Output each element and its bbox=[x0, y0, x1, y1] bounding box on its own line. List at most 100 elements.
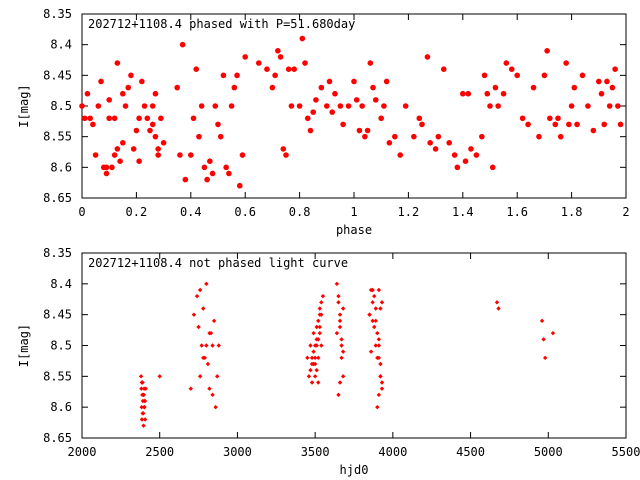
data-point bbox=[201, 164, 208, 171]
data-point bbox=[109, 164, 115, 171]
x-tick-label: 1.4 bbox=[452, 205, 474, 219]
data-point bbox=[114, 60, 121, 66]
data-point bbox=[411, 133, 417, 140]
data-point bbox=[368, 349, 374, 354]
data-point bbox=[317, 330, 323, 336]
data-point bbox=[590, 127, 597, 134]
data-point bbox=[138, 374, 144, 379]
data-point bbox=[299, 35, 306, 42]
data-point bbox=[378, 374, 383, 379]
data-point bbox=[337, 312, 343, 317]
data-point bbox=[302, 60, 308, 66]
y-axis-title: I[mag] bbox=[17, 324, 31, 367]
x-tick-label: 5000 bbox=[534, 445, 563, 459]
data-point bbox=[305, 355, 310, 361]
data-point bbox=[427, 140, 433, 146]
data-point bbox=[468, 146, 474, 152]
data-point bbox=[310, 109, 317, 115]
data-point bbox=[334, 281, 340, 287]
data-point bbox=[296, 103, 303, 109]
y-tick-label: 8.5 bbox=[50, 99, 72, 113]
data-point bbox=[111, 115, 118, 122]
data-point bbox=[334, 330, 340, 336]
data-point bbox=[424, 54, 431, 60]
data-point bbox=[617, 121, 624, 128]
data-point bbox=[215, 121, 221, 128]
data-point bbox=[364, 127, 371, 134]
data-point bbox=[376, 337, 382, 342]
data-point bbox=[316, 318, 321, 324]
data-point bbox=[451, 152, 458, 158]
data-point bbox=[158, 115, 164, 122]
data-point bbox=[340, 374, 346, 379]
data-point bbox=[489, 164, 496, 171]
data-point bbox=[117, 158, 123, 164]
data-point bbox=[210, 343, 215, 348]
data-point bbox=[204, 281, 209, 287]
y-tick-label: 8.4 bbox=[50, 38, 72, 52]
data-point bbox=[370, 287, 375, 293]
data-point bbox=[320, 293, 326, 299]
data-point bbox=[402, 103, 409, 109]
data-point bbox=[416, 115, 423, 122]
data-point bbox=[316, 337, 321, 342]
data-point bbox=[615, 103, 621, 109]
data-point bbox=[177, 152, 183, 158]
data-point bbox=[226, 170, 232, 177]
data-point bbox=[236, 182, 243, 189]
data-point bbox=[197, 287, 203, 293]
data-point bbox=[139, 404, 144, 410]
y-tick-label: 8.55 bbox=[43, 369, 72, 383]
data-point bbox=[198, 103, 205, 109]
data-point bbox=[379, 300, 385, 305]
data-point bbox=[495, 103, 501, 109]
data-point bbox=[125, 84, 132, 91]
x-axis-title: phase bbox=[336, 223, 372, 237]
data-point bbox=[141, 404, 147, 410]
data-point bbox=[353, 97, 360, 103]
data-point bbox=[604, 78, 610, 85]
data-point bbox=[376, 355, 382, 361]
data-point bbox=[204, 343, 209, 348]
data-point bbox=[319, 300, 324, 305]
data-point bbox=[122, 103, 129, 109]
data-point bbox=[275, 48, 281, 54]
data-point bbox=[212, 103, 219, 109]
y-tick-label: 8.5 bbox=[50, 339, 72, 353]
data-point bbox=[92, 152, 99, 158]
data-point bbox=[136, 115, 142, 122]
data-point bbox=[285, 66, 292, 72]
data-point bbox=[336, 300, 341, 305]
data-point bbox=[336, 392, 341, 398]
y-axis-title: I[mag] bbox=[17, 84, 31, 127]
x-tick-label: 1.6 bbox=[506, 205, 528, 219]
data-point bbox=[199, 343, 204, 348]
data-point bbox=[111, 152, 118, 158]
data-point bbox=[609, 84, 616, 91]
data-point bbox=[379, 380, 385, 385]
data-point bbox=[269, 84, 276, 91]
data-point bbox=[205, 361, 211, 367]
data-point bbox=[612, 66, 618, 72]
data-point bbox=[340, 121, 346, 128]
data-point bbox=[419, 121, 425, 128]
data-point bbox=[182, 176, 189, 183]
data-point bbox=[208, 330, 214, 336]
data-point bbox=[191, 312, 197, 317]
data-point bbox=[234, 72, 240, 79]
unphased-light-curve-panel: 2000 2500 3000 3500 4000 4500 5000 5500 8.35 8.4 8… bbox=[17, 246, 640, 477]
data-point bbox=[196, 133, 202, 140]
data-point bbox=[544, 48, 550, 54]
data-point bbox=[311, 349, 316, 354]
data-point bbox=[264, 66, 270, 72]
data-point bbox=[542, 355, 548, 361]
data-point bbox=[220, 72, 227, 79]
data-point bbox=[87, 115, 93, 122]
data-point bbox=[211, 318, 217, 324]
data-point bbox=[359, 103, 365, 109]
data-point bbox=[536, 133, 542, 140]
data-point bbox=[304, 115, 311, 122]
data-point bbox=[481, 72, 488, 79]
data-point bbox=[272, 72, 278, 79]
